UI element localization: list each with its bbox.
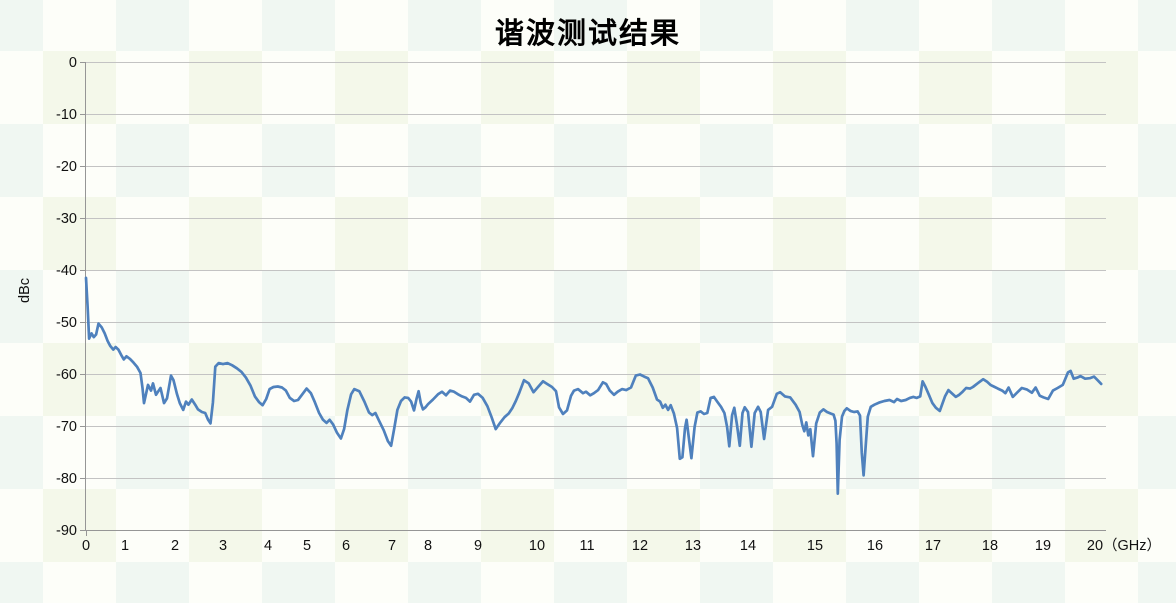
- x-tick-label: 9: [474, 538, 482, 554]
- y-tick-label: -70: [56, 419, 77, 435]
- y-tick-label: -90: [56, 523, 77, 539]
- x-tick-label: 12: [632, 538, 648, 554]
- x-tick-label: 3: [219, 538, 227, 554]
- x-axis-unit-label: （GHz）: [1103, 537, 1161, 554]
- x-tick-label: 8: [424, 538, 432, 554]
- chart-title: 谐波测试结果: [494, 16, 681, 50]
- x-tick-label: 17: [925, 538, 941, 554]
- x-tick-label: 19: [1035, 538, 1051, 554]
- x-tick-label: 7: [388, 538, 396, 554]
- y-tick-label: 0: [69, 55, 77, 71]
- x-tick-label: 4: [264, 538, 272, 554]
- x-tick-label: 16: [867, 538, 883, 554]
- y-tick-label: -50: [56, 315, 77, 331]
- x-tick-label: 5: [303, 538, 311, 554]
- x-tick-label: 13: [685, 538, 701, 554]
- x-tick-label: 2: [171, 538, 179, 554]
- x-tick-label: 20: [1087, 538, 1103, 554]
- y-tick-label: -60: [56, 367, 77, 383]
- x-tick-label: 10: [529, 538, 545, 554]
- x-tick-label: 11: [579, 538, 594, 554]
- y-tick-label: -10: [56, 107, 77, 123]
- x-tick-label: 15: [807, 538, 823, 554]
- x-tick-label: 1: [121, 538, 129, 554]
- x-tick-label: 18: [982, 538, 998, 554]
- y-tick-label: -80: [56, 471, 77, 487]
- y-tick-label: -30: [56, 211, 77, 227]
- y-tick-label: -40: [56, 263, 77, 279]
- x-tick-label: 0: [82, 538, 90, 554]
- series-line: [84, 276, 1103, 495]
- x-tick-label: 6: [342, 538, 350, 554]
- y-tick-label: -20: [56, 159, 77, 175]
- x-tick-label: 14: [740, 538, 756, 554]
